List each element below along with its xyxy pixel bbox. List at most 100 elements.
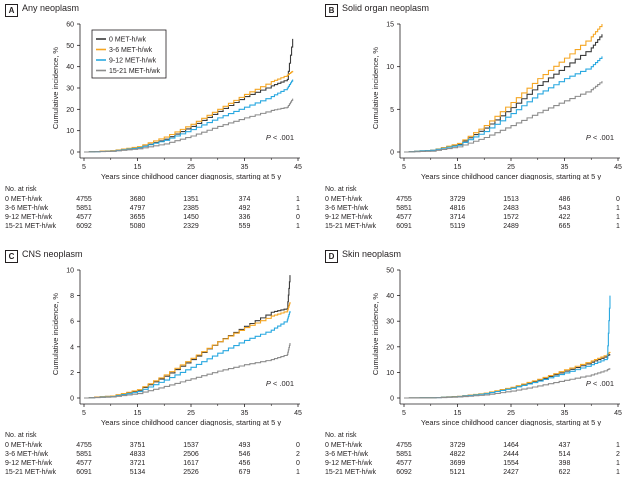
y-tick-label: 60 xyxy=(66,22,74,29)
y-axis-label: Cumulative incidence, % xyxy=(371,47,380,129)
panel-title: Skin neoplasm xyxy=(342,249,402,259)
risk-cell: 374 xyxy=(238,196,251,203)
risk-cell: 4755 xyxy=(396,442,412,449)
series-line xyxy=(404,351,611,399)
risk-table-row: 9-12 MET-h/wk 4577 3721 1617 456 0 xyxy=(0,460,320,469)
x-tick-label: 5 xyxy=(402,164,406,171)
risk-cell: 1450 xyxy=(183,214,199,221)
risk-cell: 493 xyxy=(238,442,251,449)
panel-letter: C xyxy=(5,250,18,263)
risk-table-row: 0 MET-h/wk 4755 3729 1513 486 0 xyxy=(320,196,640,205)
x-axis-label: Years since childhood cancer diagnosis, … xyxy=(421,418,601,426)
risk-cell: 3680 xyxy=(129,196,146,203)
risk-cell: 0 xyxy=(296,214,300,221)
risk-cell: 5080 xyxy=(129,223,146,230)
risk-cell: 3721 xyxy=(129,460,146,467)
y-tick-label: 50 xyxy=(386,268,394,275)
x-axis-label: Years since childhood cancer diagnosis, … xyxy=(101,418,281,426)
risk-table-row: 15-21 MET-h/wk 6091 5119 2489 665 1 xyxy=(320,223,640,232)
risk-cell: 492 xyxy=(238,205,251,212)
risk-row-label: 0 MET-h/wk xyxy=(325,442,362,449)
risk-cell: 5121 xyxy=(449,469,466,476)
risk-cell: 486 xyxy=(558,196,571,203)
y-tick-label: 50 xyxy=(66,43,74,50)
risk-table-row: 3-6 MET-h/wk 5851 4822 2444 514 2 xyxy=(320,451,640,460)
series-line xyxy=(404,56,603,153)
risk-row-label: 9-12 MET-h/wk xyxy=(325,214,373,221)
risk-cell: 2 xyxy=(296,451,300,458)
x-tick-label: 35 xyxy=(241,410,249,417)
y-tick-label: 10 xyxy=(66,268,74,275)
x-tick-label: 45 xyxy=(294,410,302,417)
x-tick-label: 35 xyxy=(561,164,569,171)
risk-cell: 4577 xyxy=(396,460,412,467)
risk-cell: 514 xyxy=(558,451,571,458)
risk-cell: 1 xyxy=(616,460,620,467)
risk-row-label: 3-6 MET-h/wk xyxy=(325,205,369,212)
risk-cell: 398 xyxy=(558,460,571,467)
risk-cell: 2483 xyxy=(503,205,519,212)
risk-cell: 3729 xyxy=(449,196,466,203)
panel-title: Any neoplasm xyxy=(22,3,80,13)
series-line xyxy=(84,342,291,399)
risk-cell: 3655 xyxy=(129,214,146,221)
risk-cell: 1 xyxy=(296,223,300,230)
risk-cell: 5851 xyxy=(396,205,412,212)
risk-cell: 559 xyxy=(238,223,251,230)
y-tick-label: 30 xyxy=(66,86,74,93)
risk-cell: 5851 xyxy=(396,451,412,458)
y-tick-label: 0 xyxy=(70,396,74,403)
x-tick-label: 15 xyxy=(134,164,142,171)
p-value: P < .001 xyxy=(266,379,294,388)
risk-cell: 1 xyxy=(616,205,620,212)
risk-cell: 1 xyxy=(616,223,620,230)
risk-cell: 3699 xyxy=(449,460,466,467)
p-value-letter: P xyxy=(266,133,271,142)
y-tick-label: 0 xyxy=(70,150,74,157)
x-tick-label: 45 xyxy=(294,164,302,171)
series-line xyxy=(84,310,291,399)
panel-c: C CNS neoplasm 0 2 4 6 8 10 5 15 25 35 45 Years since… xyxy=(0,246,320,492)
plot-svg: 0 10 20 30 40 50 60 5 15 25 35 45 Years since childh… xyxy=(51,22,302,181)
risk-table-row: 0 MET-h/wk 4755 3729 1464 437 1 xyxy=(320,442,640,451)
y-tick-label: 10 xyxy=(66,128,74,135)
risk-cell: 5119 xyxy=(449,223,466,230)
risk-cell: 0 xyxy=(296,460,300,467)
risk-table-title: No. at risk xyxy=(325,432,357,439)
risk-cell: 4577 xyxy=(76,214,92,221)
series-line xyxy=(84,70,294,153)
risk-row-label: 9-12 MET-h/wk xyxy=(325,460,373,467)
panel-title: Solid organ neoplasm xyxy=(342,3,430,13)
risk-cell: 1537 xyxy=(183,442,199,449)
risk-row-label: 15-21 MET-h/wk xyxy=(325,469,376,476)
risk-cell: 1554 xyxy=(503,460,519,467)
risk-cell: 4822 xyxy=(449,451,466,458)
y-tick-label: 0 xyxy=(390,396,394,403)
legend-label: 0 MET-h/wk xyxy=(109,37,146,44)
risk-cell: 3729 xyxy=(449,442,466,449)
series-line xyxy=(404,81,603,153)
x-tick-label: 25 xyxy=(507,164,515,171)
risk-cell: 4577 xyxy=(76,460,92,467)
x-axis-label: Years since childhood cancer diagnosis, … xyxy=(101,172,281,180)
y-tick-label: 40 xyxy=(386,293,394,300)
panel-letter: A xyxy=(5,4,18,17)
risk-cell: 2526 xyxy=(183,469,199,476)
panel-b: B Solid organ neoplasm 0 5 10 15 5 15 25 35 45 Year… xyxy=(320,0,640,246)
risk-cell: 546 xyxy=(238,451,251,458)
y-tick-label: 8 xyxy=(70,293,74,300)
risk-cell: 1 xyxy=(296,196,300,203)
risk-row-label: 15-21 MET-h/wk xyxy=(5,469,56,476)
x-tick-label: 35 xyxy=(561,410,569,417)
risk-cell: 456 xyxy=(238,460,251,467)
y-axis-label: Cumulative incidence, % xyxy=(51,293,60,375)
risk-table-title: No. at risk xyxy=(5,432,37,439)
panel-d: D Skin neoplasm 0 10 20 30 40 50 5 15 25 35 45 Years … xyxy=(320,246,640,492)
x-tick-label: 25 xyxy=(187,410,195,417)
risk-cell: 4755 xyxy=(76,442,92,449)
risk-cell: 336 xyxy=(238,214,251,221)
risk-cell: 5134 xyxy=(129,469,146,476)
x-tick-label: 45 xyxy=(614,410,622,417)
series-line xyxy=(84,98,294,153)
risk-row-label: 3-6 MET-h/wk xyxy=(5,451,49,458)
